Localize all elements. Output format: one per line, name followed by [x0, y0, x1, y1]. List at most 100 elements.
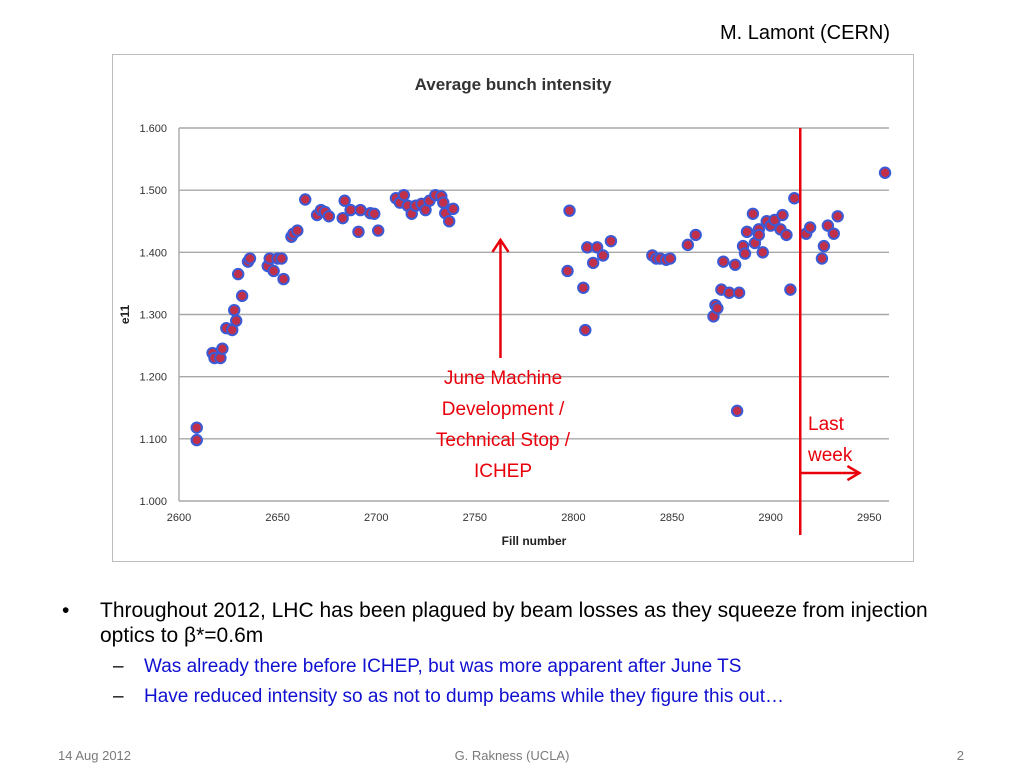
data-point [561, 264, 574, 278]
x-tick-label: 2850 [660, 512, 684, 524]
x-tick-label: 2700 [364, 512, 388, 524]
data-point [784, 283, 797, 296]
data-point [563, 204, 576, 217]
june-annotation-line: ICHEP [473, 461, 533, 482]
x-tick-label: 2800 [561, 512, 585, 524]
footer-page-number: 2 [956, 748, 964, 763]
data-point [368, 207, 381, 220]
data-point [788, 192, 801, 205]
data-point [723, 286, 736, 299]
data-point [663, 252, 677, 265]
footer-author: G. Rakness (UCLA) [454, 748, 570, 763]
x-tick-label: 2900 [758, 512, 782, 524]
data-point [231, 267, 245, 281]
data-point [717, 255, 730, 268]
y-tick-label: 1.200 [139, 372, 167, 384]
data-point [442, 215, 456, 228]
data-point [689, 228, 702, 242]
data-point [216, 342, 229, 355]
x-tick-label: 2750 [463, 512, 487, 524]
sub-bullet-dash: – [113, 656, 124, 677]
june-annotation-line: Technical Stop / [435, 430, 571, 451]
data-point [821, 219, 835, 232]
chart-title: Average bunch intensity [414, 75, 612, 94]
data-point [827, 227, 840, 240]
chart-frame: Average bunch intensity 1.000 1.100 1.200 1… [112, 54, 914, 562]
data-point [229, 314, 243, 327]
data-point [746, 207, 760, 220]
y-tick-label: 1.400 [139, 247, 167, 259]
sub-bullet-text: Was already there before ICHEP, but was … [144, 656, 742, 677]
last-week-annotation-line: Last [808, 414, 844, 435]
data-point [831, 210, 844, 223]
data-point [336, 211, 349, 225]
data-point [235, 289, 249, 303]
sub-bullet-item: – Have reduced intensity so as not to du… [60, 682, 960, 712]
data-point [817, 239, 831, 253]
data-point [756, 246, 769, 259]
data-point [740, 225, 754, 239]
data-point [586, 256, 600, 270]
data-point [577, 281, 590, 294]
data-point [776, 208, 789, 222]
data-point [446, 202, 460, 216]
data-point [267, 264, 280, 278]
x-tick-label: 2650 [265, 512, 289, 524]
june-annotation: June Machine Development / Technical Sto… [408, 363, 598, 487]
data-point [596, 249, 610, 262]
data-point [581, 241, 594, 254]
bullet-list: • Throughout 2012, LHC has been plagued … [60, 598, 960, 712]
data-point [579, 323, 592, 337]
y-axis-label: e11 [118, 304, 132, 324]
data-point [711, 302, 724, 315]
data-point [275, 252, 288, 265]
bullet-item: • Throughout 2012, LHC has been plagued … [60, 598, 960, 648]
data-point [322, 210, 336, 223]
data-point [371, 224, 385, 237]
data-point [730, 404, 744, 418]
data-point [732, 286, 746, 299]
last-week-annotation-line: week [808, 445, 853, 466]
data-point [291, 224, 304, 237]
data-point [354, 203, 367, 217]
last-week-annotation: Last week [808, 409, 852, 471]
data-point [190, 433, 203, 447]
x-tick-label: 2600 [167, 512, 191, 524]
data-point [815, 252, 829, 265]
june-annotation-line: June Machine [443, 368, 563, 389]
x-axis-label: Fill number [502, 534, 567, 548]
data-point [397, 188, 411, 202]
sub-bullet-dash: – [113, 686, 124, 707]
sub-bullet-text: Have reduced intensity so as not to dump… [144, 686, 785, 707]
data-point [228, 303, 241, 317]
data-point [738, 247, 752, 260]
y-tick-label: 1.100 [139, 434, 167, 446]
data-point [277, 272, 290, 286]
scatter-plot: 1.000 1.100 1.200 1.300 1.400 1.500 1.600 2600 2… [118, 123, 892, 548]
data-point [878, 166, 892, 179]
june-annotation-line: Development / [441, 399, 565, 420]
data-point [352, 225, 365, 239]
y-tick-label: 1.000 [139, 496, 167, 508]
data-point [437, 196, 450, 209]
last-week-arrow-head [846, 464, 862, 482]
data-point [590, 241, 604, 254]
attribution: M. Lamont (CERN) [719, 22, 890, 44]
data-point [299, 193, 312, 206]
data-point [338, 194, 351, 207]
sub-bullet-item: – Was already there before ICHEP, but wa… [60, 652, 960, 682]
june-arrow-head [491, 237, 510, 253]
x-tick-label: 2950 [857, 512, 881, 524]
bullet-text: Throughout 2012, LHC has been plagued by… [100, 599, 928, 647]
data-point [752, 228, 766, 242]
data-point [728, 258, 742, 271]
data-point [243, 252, 257, 265]
data-point [780, 228, 793, 242]
data-point [681, 238, 695, 252]
data-point [803, 221, 817, 234]
footer-date: 14 Aug 2012 [58, 748, 132, 763]
y-tick-label: 1.600 [139, 123, 167, 135]
data-point [190, 421, 203, 434]
data-point [344, 203, 357, 217]
bullet-dot: • [62, 599, 70, 622]
